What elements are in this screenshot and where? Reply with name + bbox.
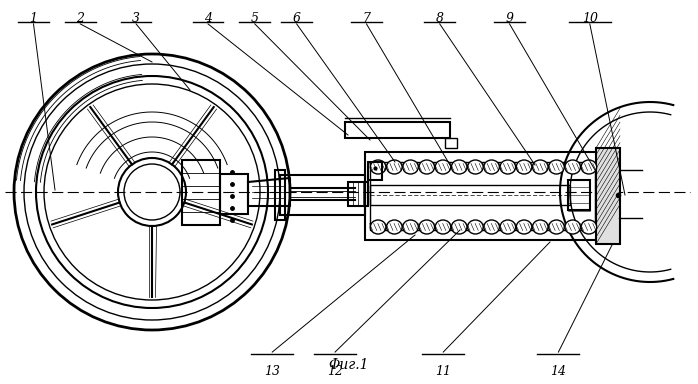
Ellipse shape xyxy=(484,160,499,174)
Bar xyxy=(365,152,600,240)
Ellipse shape xyxy=(403,220,418,234)
Bar xyxy=(220,174,248,214)
Ellipse shape xyxy=(435,220,451,234)
Ellipse shape xyxy=(387,220,402,234)
Bar xyxy=(596,148,620,244)
Text: 1: 1 xyxy=(29,12,38,25)
Text: 5: 5 xyxy=(251,12,259,25)
Ellipse shape xyxy=(565,160,581,174)
Bar xyxy=(370,185,570,205)
Ellipse shape xyxy=(533,220,548,234)
Ellipse shape xyxy=(435,160,451,174)
Ellipse shape xyxy=(371,220,386,234)
Text: 13: 13 xyxy=(265,365,280,378)
Ellipse shape xyxy=(517,220,532,234)
Ellipse shape xyxy=(500,220,516,234)
Ellipse shape xyxy=(452,220,467,234)
Ellipse shape xyxy=(419,160,435,174)
Ellipse shape xyxy=(517,160,532,174)
Ellipse shape xyxy=(565,220,581,234)
Bar xyxy=(275,170,285,220)
Text: 4: 4 xyxy=(204,12,212,25)
Bar xyxy=(370,162,595,230)
Ellipse shape xyxy=(500,160,516,174)
Ellipse shape xyxy=(549,220,564,234)
Text: 7: 7 xyxy=(362,12,371,25)
Ellipse shape xyxy=(371,160,386,174)
Text: Φиг.1: Φиг.1 xyxy=(329,358,369,372)
Bar xyxy=(348,182,368,206)
Ellipse shape xyxy=(468,160,483,174)
Ellipse shape xyxy=(387,160,402,174)
Ellipse shape xyxy=(549,160,564,174)
Bar xyxy=(445,138,457,148)
Text: 12: 12 xyxy=(327,365,343,378)
Text: 8: 8 xyxy=(436,12,444,25)
Ellipse shape xyxy=(484,220,499,234)
Ellipse shape xyxy=(419,220,435,234)
Bar xyxy=(345,122,450,138)
Text: 6: 6 xyxy=(292,12,301,25)
Text: 3: 3 xyxy=(132,12,140,25)
Text: 11: 11 xyxy=(436,365,451,378)
Bar xyxy=(368,162,382,180)
Bar xyxy=(280,175,365,215)
Ellipse shape xyxy=(581,160,597,174)
Text: 9: 9 xyxy=(505,12,514,25)
Ellipse shape xyxy=(403,160,418,174)
Bar xyxy=(182,160,220,225)
Ellipse shape xyxy=(581,220,597,234)
Ellipse shape xyxy=(468,220,483,234)
Text: 10: 10 xyxy=(582,12,597,25)
Text: 2: 2 xyxy=(76,12,84,25)
Ellipse shape xyxy=(533,160,548,174)
Bar xyxy=(568,180,590,210)
Ellipse shape xyxy=(452,160,467,174)
Text: 14: 14 xyxy=(551,365,566,378)
